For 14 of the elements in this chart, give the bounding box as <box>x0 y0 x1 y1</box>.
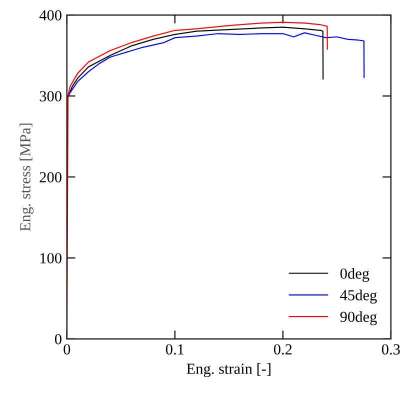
y-axis-title: Eng. stress [MPa] <box>20 124 34 232</box>
y-tick-label: 100 <box>40 253 62 264</box>
y-tick-label: 0 <box>54 334 62 344</box>
legend-label: 0deg <box>340 268 370 282</box>
y-tick-label: 200 <box>40 172 62 182</box>
x-tick-label: 0.3 <box>382 344 400 355</box>
legend-label: 90deg <box>340 311 377 326</box>
x-tick-label: 0.1 <box>166 344 184 355</box>
x-tick-label: 0 <box>64 344 70 355</box>
y-tick-label: 300 <box>40 91 62 102</box>
x-axis-title: Eng. strain [-] <box>186 363 270 378</box>
legend-label: 45deg <box>340 290 377 304</box>
x-tick-label: 0.2 <box>274 344 292 355</box>
y-tick-label: 400 <box>39 10 62 20</box>
